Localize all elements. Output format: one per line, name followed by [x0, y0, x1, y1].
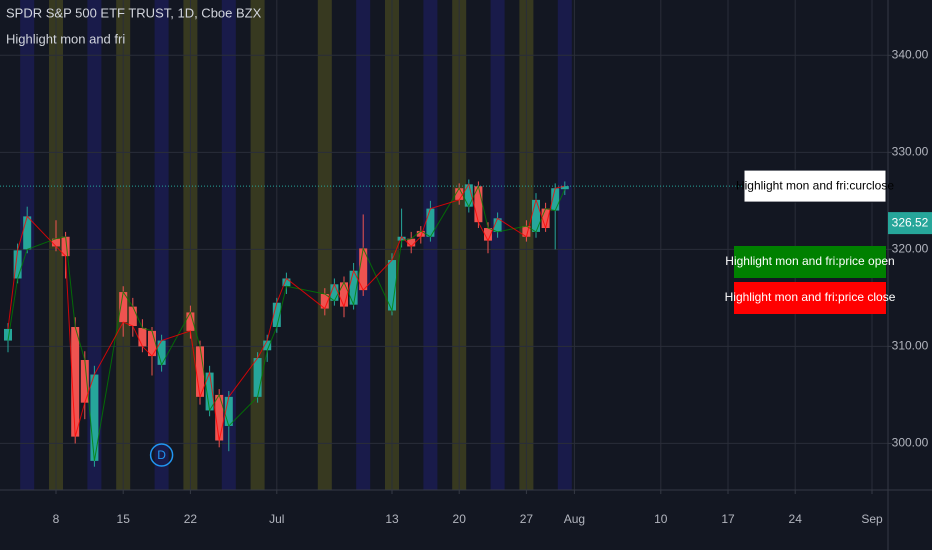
x-tick-label: Sep	[861, 512, 883, 526]
y-tick-label: 310.00	[892, 339, 929, 353]
day-highlight	[154, 0, 169, 490]
highlight-bands	[20, 0, 572, 490]
candle-body	[23, 216, 32, 250]
x-tick-label: 22	[184, 512, 198, 526]
x-tick-label: Aug	[564, 512, 585, 526]
x-tick-label: 8	[53, 512, 60, 526]
candle-body	[532, 199, 540, 232]
candle-body	[397, 236, 406, 241]
x-tick-label: 15	[117, 512, 131, 526]
day-highlight	[250, 0, 265, 490]
indicator-name: Highlight mon and fri	[6, 31, 125, 46]
candle-body	[560, 186, 569, 190]
candle-body	[455, 188, 464, 200]
candle-body	[522, 226, 531, 237]
plot	[4, 179, 569, 467]
candle-body	[90, 374, 99, 461]
candle-body	[484, 228, 492, 241]
price-open-line	[7, 184, 566, 461]
series-label-box	[743, 169, 887, 203]
candle-body	[541, 208, 550, 229]
y-tick-label: 300.00	[892, 436, 929, 450]
candle-body	[205, 372, 214, 411]
candle-body	[138, 327, 147, 347]
candle-body	[493, 218, 502, 232]
candle-body	[119, 292, 128, 323]
candle-body	[196, 346, 204, 397]
y-tick-label: 330.00	[892, 145, 929, 159]
last-price-box	[888, 212, 932, 235]
candle-body	[253, 358, 262, 397]
candle-body	[272, 302, 281, 327]
day-highlight	[317, 0, 332, 490]
series-label: Highlight mon and fri:price close	[725, 290, 896, 304]
series-label: Highlight mon and fri:price open	[725, 254, 894, 268]
price-close-line	[7, 183, 565, 441]
candle-body	[359, 248, 368, 291]
y-tick-label: 320.00	[892, 242, 929, 256]
day-highlight	[221, 0, 236, 490]
candle-body	[282, 278, 291, 287]
candle-body	[13, 250, 22, 279]
candle-body	[4, 328, 12, 341]
candle-body	[80, 359, 89, 403]
candle-body	[148, 330, 156, 357]
last-price-label: 326.52	[892, 215, 929, 229]
series-label: Highlight mon and fri:curclose	[736, 178, 894, 192]
x-tick-label: 24	[789, 512, 803, 526]
x-tick-label: Jul	[269, 512, 284, 526]
x-tick-label: 13	[385, 512, 399, 526]
candle-body	[407, 238, 416, 247]
series-label-box	[734, 282, 886, 314]
x-tick-label: 20	[453, 512, 467, 526]
candle-body	[186, 312, 195, 331]
event-marker	[149, 443, 174, 467]
candle-body	[416, 230, 425, 237]
candle-body	[388, 260, 396, 311]
candle-body	[426, 208, 435, 237]
candle-body	[464, 184, 473, 207]
candle-body	[61, 236, 70, 257]
day-highlight	[423, 0, 438, 490]
candle-body	[349, 270, 358, 305]
candle-body	[551, 188, 560, 211]
x-tick-label: 27	[520, 512, 534, 526]
candle-body	[157, 340, 166, 365]
candle-body	[474, 186, 483, 223]
y-tick-label: 340.00	[892, 47, 929, 61]
day-highlight	[490, 0, 505, 490]
series-label-box	[734, 246, 886, 278]
candle-body	[71, 326, 80, 437]
candle-body	[340, 282, 348, 307]
candle-body	[224, 396, 233, 426]
candle-body	[263, 340, 272, 351]
event-marker-label: D	[157, 448, 166, 462]
candle-body	[320, 294, 329, 309]
candle-body	[330, 284, 339, 301]
x-tick-label: 17	[721, 512, 735, 526]
candle-body	[215, 394, 224, 441]
chart-title: SPDR S&P 500 ETF TRUST, 1D, Cboe BZX	[6, 5, 262, 20]
candle-body	[52, 238, 60, 247]
day-highlight	[557, 0, 572, 490]
x-tick-label: 10	[654, 512, 668, 526]
candle-body	[128, 306, 137, 327]
